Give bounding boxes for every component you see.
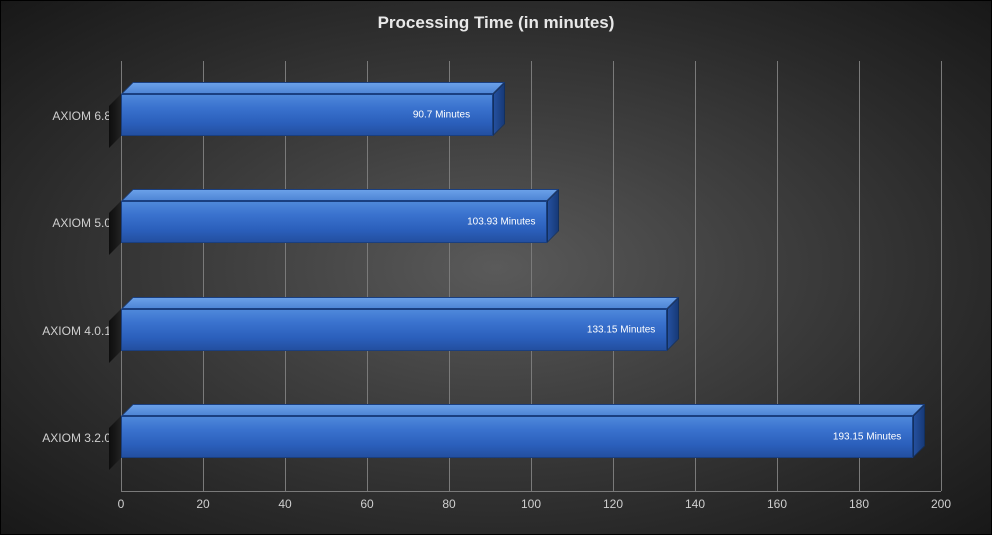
gridline [941,61,942,491]
x-tick-label: 140 [685,497,705,511]
bar-data-label: 90.7 Minutes [413,109,470,120]
bar-side-face [913,404,925,458]
bar: 103.93 Minutes [121,201,547,243]
bar-front-face [121,416,913,458]
bar-shadow-face [109,94,121,148]
bar-top-face [121,297,679,309]
bar-data-label: 133.15 Minutes [587,324,655,335]
x-tick-label: 200 [931,497,951,511]
category-label: AXIOM 4.0.1 [11,324,111,338]
x-tick-label: 80 [442,497,455,511]
category-label: AXIOM 3.2.0 [11,431,111,445]
bar-front-face [121,309,667,351]
bar: 90.7 Minutes [121,94,493,136]
x-tick-label: 40 [278,497,291,511]
x-tick-label: 120 [603,497,623,511]
plot-area: 020406080100120140160180200AXIOM 6.890.7… [121,61,941,491]
category-label: AXIOM 5.0 [11,216,111,230]
bar-top-face [121,82,505,94]
bar-data-label: 193.15 Minutes [833,432,901,443]
chart-frame: Processing Time (in minutes) 02040608010… [0,0,992,535]
x-tick-label: 0 [118,497,125,511]
x-tick-label: 100 [521,497,541,511]
bar: 133.15 Minutes [121,309,667,351]
bar-shadow-face [109,309,121,363]
bar-side-face [547,189,559,243]
x-tick-label: 180 [849,497,869,511]
category-row: AXIOM 6.890.7 Minutes [121,61,941,169]
chart-title: Processing Time (in minutes) [1,13,991,33]
bar-top-face [121,189,559,201]
category-label: AXIOM 6.8 [11,109,111,123]
bar-shadow-face [109,201,121,255]
bar: 193.15 Minutes [121,416,913,458]
x-axis-baseline [121,491,941,492]
bar-shadow-face [109,416,121,470]
category-row: AXIOM 5.0103.93 Minutes [121,169,941,277]
x-tick-label: 20 [196,497,209,511]
category-row: AXIOM 4.0.1133.15 Minutes [121,276,941,384]
category-row: AXIOM 3.2.0193.15 Minutes [121,384,941,492]
bar-data-label: 103.93 Minutes [467,217,535,228]
bar-top-face [121,404,925,416]
x-tick-label: 160 [767,497,787,511]
x-tick-label: 60 [360,497,373,511]
